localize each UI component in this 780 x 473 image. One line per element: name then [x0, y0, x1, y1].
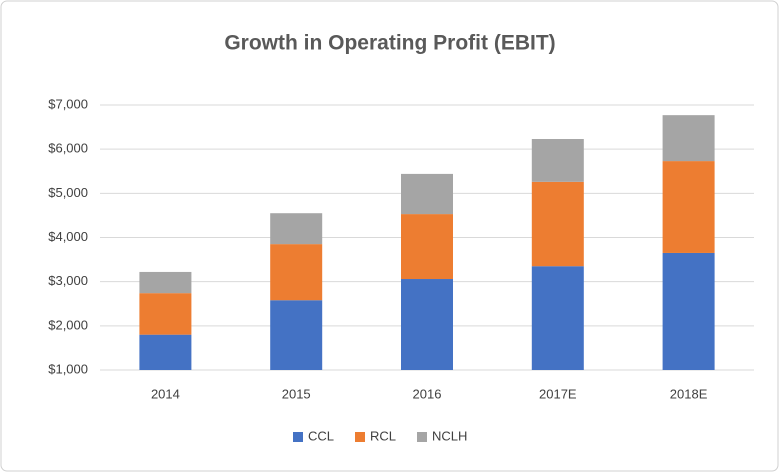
legend-label: CCL: [308, 428, 334, 443]
bar-segment: [401, 214, 453, 280]
legend-swatch: [293, 432, 303, 442]
chart-title: Growth in Operating Profit (EBIT): [224, 32, 555, 55]
x-tick-label: 2018E: [670, 386, 708, 401]
bar-segment: [270, 244, 323, 301]
bar-segment: [139, 334, 192, 370]
bar-segment: [139, 293, 192, 335]
bar-segment: [270, 213, 323, 245]
y-tick-label: $5,000: [48, 185, 88, 200]
y-tick-label: $3,000: [48, 273, 88, 288]
bar-segment: [270, 300, 323, 370]
bar-segment: [531, 181, 584, 267]
y-tick-label: $6,000: [48, 141, 88, 156]
bar-segment: [662, 115, 715, 162]
legend-label: NCLH: [432, 428, 467, 443]
y-tick-label: $7,000: [48, 96, 88, 111]
x-tick-label: 2017E: [539, 386, 577, 401]
bar-segment: [139, 271, 192, 294]
bar-segment: [531, 266, 584, 370]
x-tick-label: 2015: [282, 386, 311, 401]
legend-swatch: [417, 432, 427, 442]
y-tick-label: $1,000: [48, 361, 88, 376]
bar-segment: [531, 139, 584, 182]
bar-segment: [662, 161, 715, 253]
bar-segment: [662, 252, 715, 370]
y-tick-label: $4,000: [48, 229, 88, 244]
x-tick-label: 2014: [151, 386, 180, 401]
bar-segment: [401, 279, 453, 370]
bar-segment: [401, 173, 453, 215]
x-tick-label: 2016: [413, 386, 442, 401]
y-tick-label: $2,000: [48, 317, 88, 332]
legend-label: RCL: [370, 428, 396, 443]
legend-swatch: [355, 432, 365, 442]
